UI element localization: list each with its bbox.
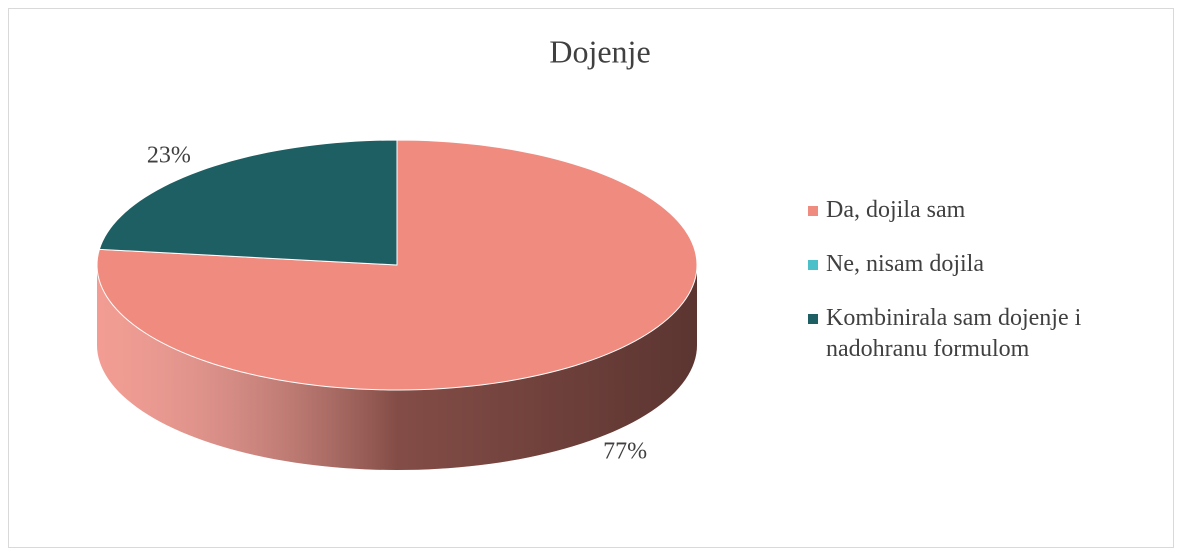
legend-item: Kombinirala sam dojenje i nadohranu form… [808, 303, 1178, 365]
data-label: 23% [147, 143, 191, 169]
chart-title: Dojenje [549, 33, 650, 69]
legend-label: Ne, nisam dojila [826, 251, 984, 277]
legend-item: Da, dojila sam [808, 195, 1178, 226]
chart-frame [8, 8, 1174, 548]
legend-label: Kombinirala sam dojenje i nadohranu form… [826, 305, 1082, 362]
legend-swatch [808, 314, 818, 324]
legend-swatch [808, 260, 818, 270]
legend-item: Ne, nisam dojila [808, 249, 1178, 280]
legend-swatch [808, 206, 818, 216]
pie-slice [98, 139, 398, 266]
data-label: 77% [603, 438, 647, 464]
pie-side-shade [97, 265, 697, 470]
legend: Da, dojila sam Ne, nisam dojila Kombiniral… [808, 195, 1178, 388]
legend-label: Da, dojila sam [826, 197, 966, 223]
